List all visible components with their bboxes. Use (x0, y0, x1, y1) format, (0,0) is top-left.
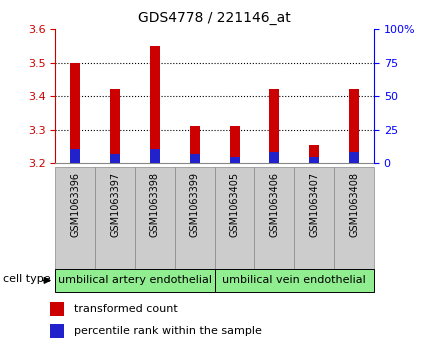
Bar (309, 145, 319, 163)
Bar (349, 152, 359, 163)
Bar (215, 269, 374, 292)
Bar (215, 167, 255, 269)
Text: GSM1063405: GSM1063405 (230, 172, 240, 237)
Text: umbilical vein endothelial: umbilical vein endothelial (222, 276, 366, 285)
Bar (269, 152, 279, 163)
Bar (70, 149, 80, 163)
Text: GSM1063406: GSM1063406 (269, 172, 279, 237)
Bar (150, 148, 160, 163)
Text: GSM1063398: GSM1063398 (150, 172, 160, 237)
Bar (269, 90, 279, 163)
Bar (70, 63, 80, 163)
Title: GDS4778 / 221146_at: GDS4778 / 221146_at (138, 11, 291, 25)
Bar (190, 126, 200, 163)
Text: GSM1063399: GSM1063399 (190, 172, 200, 237)
Bar (55, 167, 95, 269)
Bar (50, 302, 64, 316)
Bar (349, 90, 359, 163)
Text: transformed count: transformed count (74, 303, 177, 314)
Bar (110, 154, 120, 163)
Text: GSM1063396: GSM1063396 (70, 172, 80, 237)
Text: percentile rank within the sample: percentile rank within the sample (74, 326, 261, 336)
Text: cell type: cell type (3, 274, 51, 284)
Bar (150, 46, 160, 163)
Bar (294, 167, 334, 269)
Text: GSM1063407: GSM1063407 (309, 172, 319, 237)
Bar (135, 167, 175, 269)
Bar (55, 269, 215, 292)
Bar (230, 126, 240, 163)
Text: GSM1063397: GSM1063397 (110, 172, 120, 237)
Text: GSM1063408: GSM1063408 (349, 172, 359, 237)
Bar (334, 167, 374, 269)
Bar (50, 324, 64, 338)
Bar (175, 167, 215, 269)
Text: umbilical artery endothelial: umbilical artery endothelial (58, 276, 212, 285)
Bar (190, 154, 200, 163)
Bar (309, 157, 319, 163)
Bar (95, 167, 135, 269)
Bar (255, 167, 294, 269)
Bar (110, 90, 120, 163)
Bar (230, 157, 240, 163)
